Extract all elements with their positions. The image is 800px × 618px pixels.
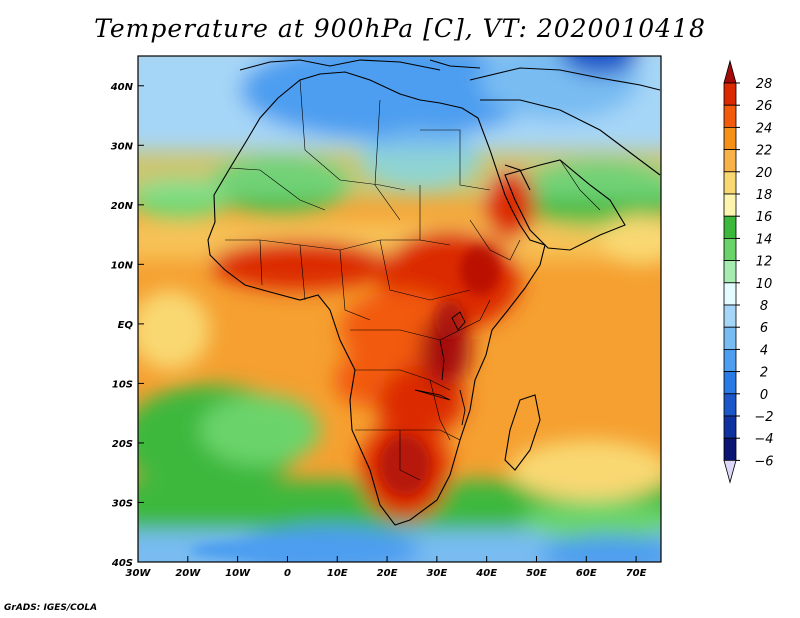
colorbar-label: −4 <box>754 432 773 447</box>
colorbar-swatch <box>723 282 737 306</box>
colorbar-label: 18 <box>756 188 773 203</box>
x-tick-label: 10W <box>225 568 251 579</box>
colorbar-label: 2 <box>760 366 768 381</box>
coastlines <box>207 59 661 526</box>
colorbar-swatch <box>723 371 737 395</box>
x-tick-label: 20E <box>377 568 398 579</box>
country-borders <box>225 79 601 481</box>
colorbar-swatch <box>723 82 737 106</box>
colorbar-swatch <box>723 415 737 439</box>
x-tick-label: 70E <box>626 568 647 579</box>
y-tick-label: EQ <box>118 320 134 331</box>
colorbar-label: 28 <box>756 77 773 92</box>
y-tick-label: 30N <box>111 141 134 152</box>
y-tick-label: 40N <box>110 82 134 93</box>
x-axis: 30W 20W 10W 0 10E 20E 30E 40E 50E 60E 70E <box>126 556 647 579</box>
colorbar-label: 26 <box>756 99 773 114</box>
colorbar-swatch <box>723 171 737 195</box>
colorbar-label: 8 <box>760 299 768 314</box>
colorbar-label: 14 <box>756 232 773 247</box>
colorbar-swatch <box>723 459 737 484</box>
colorbar-label: 0 <box>760 388 768 403</box>
colorbar-swatch <box>723 260 737 284</box>
lakes <box>414 311 466 426</box>
colorbar-swatch <box>723 104 737 128</box>
field-layer <box>138 56 661 562</box>
colorbar-swatch <box>723 215 737 239</box>
x-tick-label: 10E <box>327 568 348 579</box>
x-tick-label: 20W <box>175 568 201 579</box>
x-tick-label: 30E <box>426 568 447 579</box>
y-tick-label: 10N <box>111 260 134 271</box>
colorbar-label: 6 <box>760 321 768 336</box>
chart-title: Temperature at 900hPa [C], VT: 202001041… <box>94 14 706 43</box>
colorbar-label: 22 <box>756 144 773 159</box>
colorbar-swatch <box>723 149 737 173</box>
colorbar-label: −6 <box>754 454 773 469</box>
colorbar-swatch <box>723 304 737 328</box>
y-tick-label: 10S <box>112 379 133 390</box>
plot-frame <box>137 55 662 563</box>
colorbar-label: 4 <box>760 343 768 358</box>
y-tick-label: 40S <box>111 558 133 569</box>
y-tick-label: 30S <box>112 498 133 509</box>
y-tick-label: 20S <box>112 439 133 450</box>
x-tick-label: 50E <box>526 568 547 579</box>
x-tick-label: 30W <box>126 568 152 579</box>
colorbar-swatch <box>723 193 737 217</box>
colorbar-label: 20 <box>756 166 773 181</box>
y-tick-label: 20N <box>111 201 134 212</box>
colorbar-swatch <box>723 393 737 417</box>
colorbar-swatch <box>723 237 737 261</box>
colorbar-label: 10 <box>756 277 773 292</box>
colorbar-swatch <box>723 348 737 372</box>
colorbar-swatch <box>723 326 737 350</box>
colorbar-label: 24 <box>756 121 773 136</box>
colorbar-swatch <box>723 437 737 461</box>
x-tick-label: 60E <box>576 568 597 579</box>
grads-credit: GrADS: IGES/COLA <box>4 603 98 613</box>
x-tick-label: 0 <box>284 568 291 579</box>
x-tick-label: 40E <box>475 568 497 579</box>
colorbar-label: 12 <box>756 255 773 270</box>
y-axis: 40N 30N 20N 10N EQ 10S 20S 30S 40S <box>110 82 144 569</box>
colorbar-swatch <box>723 59 737 84</box>
colorbar-label: 16 <box>756 210 773 225</box>
colorbar-swatch <box>723 127 737 151</box>
colorbar-label: −2 <box>754 410 773 425</box>
